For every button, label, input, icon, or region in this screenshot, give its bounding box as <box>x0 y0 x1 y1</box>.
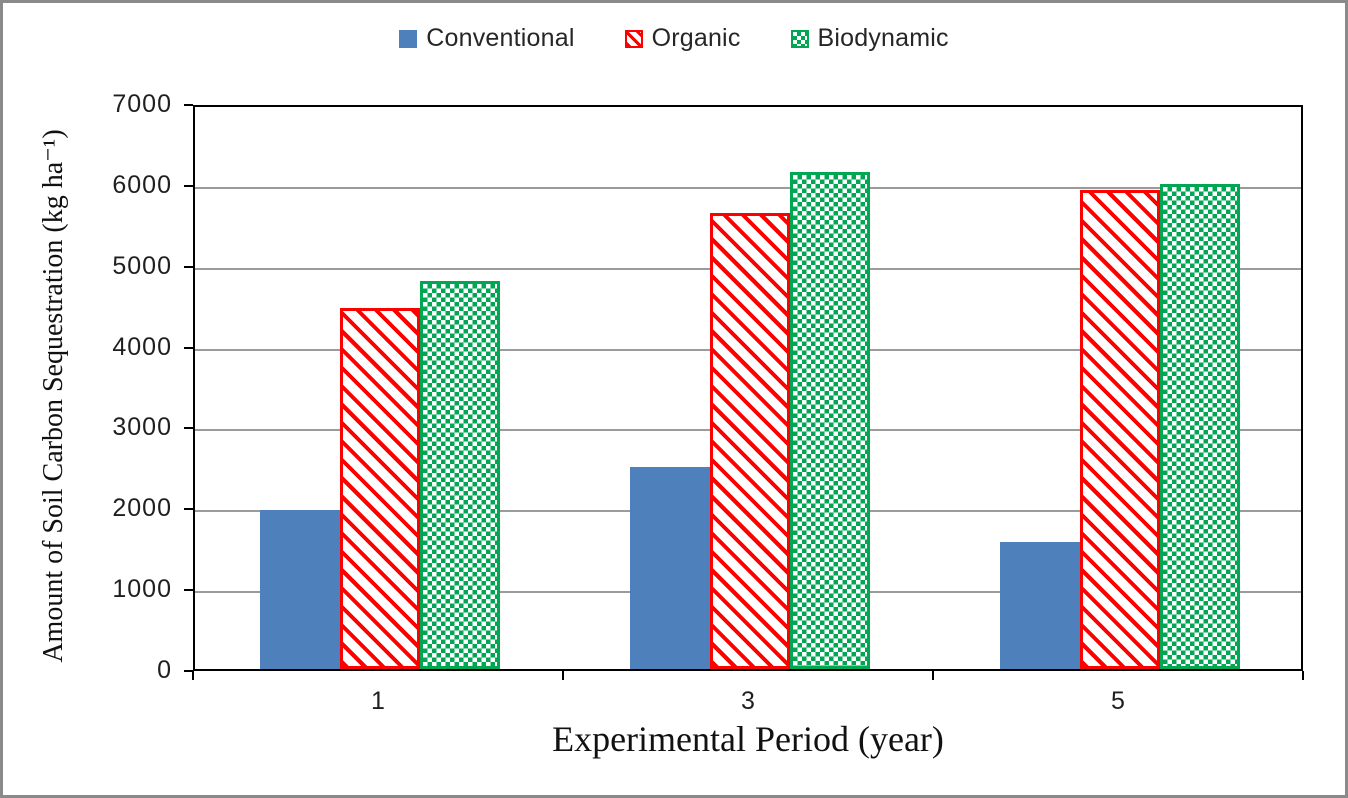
chart-legend: Conventional Organic Biodynamic <box>0 24 1348 53</box>
bar-biodynamic-year-3 <box>790 171 870 669</box>
x-axis-tick-2 <box>932 671 934 680</box>
y-tick-label-7000: 7000 <box>112 90 172 118</box>
y-axis-tick-6000 <box>184 184 193 187</box>
bar-conventional-year-3 <box>630 466 710 669</box>
y-tick-label-1000: 1000 <box>112 575 172 604</box>
y-axis-tick-2000 <box>184 508 193 511</box>
x-tick-label-5: 5 <box>1111 687 1125 715</box>
gridline-6000 <box>195 186 1301 189</box>
x-axis-title: Experimental Period (year) <box>552 719 944 759</box>
y-tick-label-2000: 2000 <box>112 494 172 523</box>
y-axis-tick-4000 <box>184 346 193 349</box>
legend-label-organic: Organic <box>651 24 741 52</box>
legend-item-organic: Organic <box>624 24 741 53</box>
x-axis-tick-0 <box>192 671 194 680</box>
green-checker-square-icon <box>790 29 809 48</box>
y-axis-tick-0 <box>184 670 193 672</box>
y-axis-tick-7000 <box>184 104 193 106</box>
legend-item-biodynamic: Biodynamic <box>790 24 949 53</box>
bar-conventional-year-1 <box>260 509 340 669</box>
y-tick-label-3000: 3000 <box>112 413 172 442</box>
y-axis-tick-5000 <box>184 265 193 268</box>
legend-label-biodynamic: Biodynamic <box>817 24 949 52</box>
y-tick-label-5000: 5000 <box>112 251 172 280</box>
y-axis-tick-3000 <box>184 427 193 430</box>
y-axis-title: Amount of Soil Carbon Sequestration (kg … <box>38 129 69 663</box>
red-striped-square-icon <box>624 29 643 48</box>
y-tick-label-4000: 4000 <box>112 332 172 361</box>
x-axis-tick-3 <box>1302 671 1304 680</box>
x-tick-label-3: 3 <box>741 687 755 715</box>
bar-biodynamic-year-1 <box>420 280 500 669</box>
x-tick-label-1: 1 <box>371 687 385 715</box>
bar-biodynamic-year-5 <box>1160 183 1240 669</box>
legend-item-conventional: Conventional <box>399 24 574 53</box>
blue-solid-square-icon <box>399 29 418 48</box>
bar-organic-year-5 <box>1080 189 1160 669</box>
legend-label-conventional: Conventional <box>426 24 575 52</box>
bar-organic-year-3 <box>710 212 790 669</box>
y-tick-label-6000: 6000 <box>112 170 172 199</box>
y-axis-tick-1000 <box>184 589 193 592</box>
y-tick-label-0: 0 <box>157 656 172 684</box>
bar-organic-year-1 <box>340 307 420 669</box>
bar-conventional-year-5 <box>1000 542 1080 669</box>
plot-area <box>193 105 1303 671</box>
x-axis-tick-1 <box>562 671 564 680</box>
